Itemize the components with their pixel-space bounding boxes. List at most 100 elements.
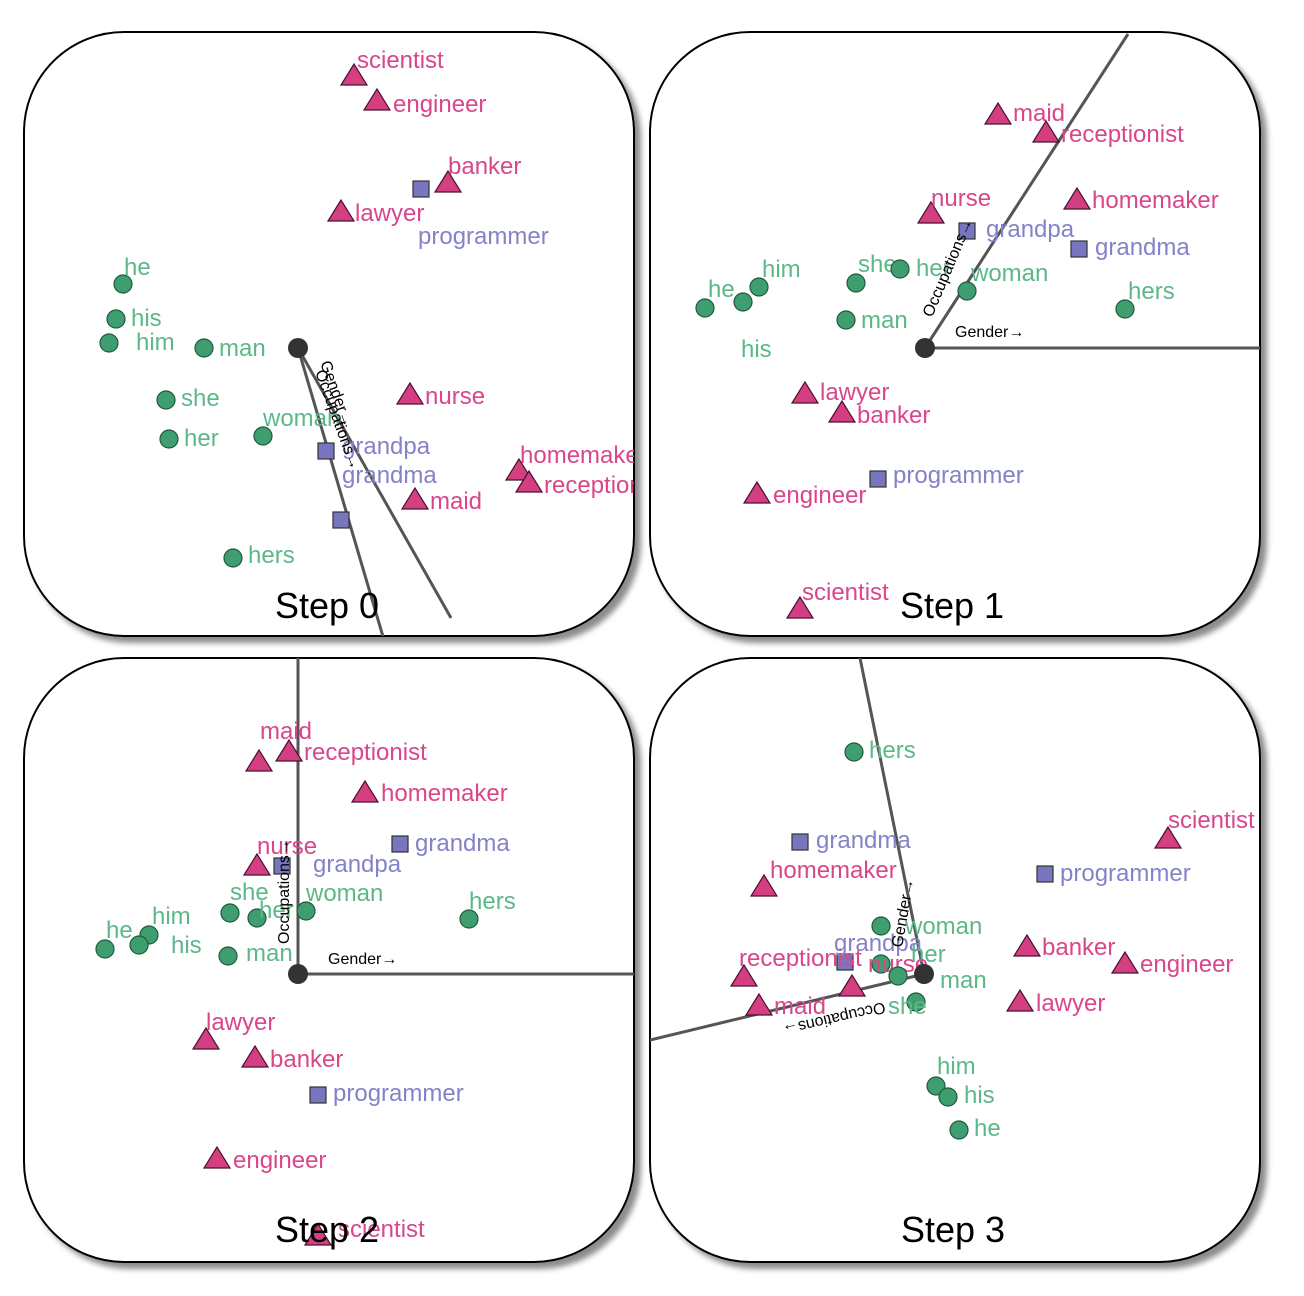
panel-frame (649, 31, 1261, 637)
point-receptionist-marker (274, 738, 304, 762)
point-grandpa-label: grandpa (986, 216, 1075, 243)
panel-step-3: hers grandma homemaker scientist programmer w… (649, 657, 1261, 1263)
point-hers-marker (459, 909, 479, 929)
point-grandpa-marker (317, 442, 335, 460)
point-engineer-marker (1110, 950, 1140, 974)
origin-point (915, 338, 935, 358)
point-scientist-marker (339, 62, 369, 86)
axis-arrow: → (342, 451, 363, 472)
point-banker-marker (1012, 933, 1042, 957)
point-he-marker (695, 298, 715, 318)
point-scientist-label: scientist (802, 579, 889, 606)
point-engineer-label: engineer (773, 482, 866, 509)
point-woman-marker (957, 281, 977, 301)
point-woman-marker (871, 916, 891, 936)
point-man-label: man (940, 967, 987, 994)
point-programmer-marker (309, 1086, 327, 1104)
point-engineer-marker (362, 87, 392, 111)
point-her-label: her (911, 941, 946, 968)
point-receptionist-label: receptionist (1061, 121, 1184, 148)
point-lawyer-marker (790, 380, 820, 404)
point-she-label: she (888, 993, 927, 1020)
point-lawyer-marker (191, 1026, 221, 1050)
point-his-label: his (131, 305, 162, 332)
step-title: Step 2 (275, 1209, 379, 1250)
point-scientist-label: scientist (357, 47, 444, 74)
point-he-label: he (106, 917, 133, 944)
point-nurse-marker (837, 973, 867, 997)
point-lawyer-label: lawyer (820, 379, 889, 406)
axis-arrow: → (781, 1018, 800, 1038)
point-woman-label: woman (305, 880, 383, 907)
point-his-marker (106, 309, 126, 329)
point-him-label: him (762, 256, 801, 283)
point-grandma-label: grandma (415, 830, 510, 857)
point-receptionist-marker (729, 963, 759, 987)
point-woman-label: woman (262, 405, 340, 432)
point-maid-label: maid (430, 488, 482, 515)
point-programmer-label: programmer (418, 223, 549, 250)
occupations-axis-label: Occupations→ (276, 839, 293, 944)
point-lawyer-marker (1005, 988, 1035, 1012)
point-banker-label: banker (270, 1046, 343, 1073)
panel-frame (23, 31, 635, 637)
axis-arrow: → (334, 409, 355, 430)
point-man-label: man (219, 335, 266, 362)
point-man-marker (194, 338, 214, 358)
point-he-label: he (124, 254, 151, 281)
point-homemaker-label: homemaker (1092, 187, 1219, 214)
gender-axis-label: Gender→ (955, 324, 1024, 341)
point-grandpa-label: grandpa (834, 930, 923, 957)
point-engineer-label: engineer (233, 1147, 326, 1174)
point-grandpa-label: grandpa (313, 851, 402, 878)
axis-arrow: → (955, 216, 977, 237)
point-grandma-marker (332, 511, 350, 529)
point-he-marker (949, 1120, 969, 1140)
point-his-marker (129, 935, 149, 955)
point-scientist-marker (785, 595, 815, 619)
point-grandma-marker (1070, 240, 1088, 258)
point-engineer-marker (202, 1145, 232, 1169)
point-receptionist-label: receptionist (304, 739, 427, 766)
occupations-axis-line (296, 347, 453, 619)
point-his-label: his (964, 1082, 995, 1109)
point-hers-marker (1115, 299, 1135, 319)
point-nurse-label: nurse (425, 383, 485, 410)
point-homemaker-label: homemaker (381, 780, 508, 807)
point-nurse-label: nurse (931, 185, 991, 212)
point-programmer-marker (1036, 865, 1054, 883)
point-woman-marker (296, 901, 316, 921)
point-him-label: him (937, 1053, 976, 1080)
point-grandpa-marker (273, 857, 291, 875)
point-engineer-label: engineer (393, 91, 486, 118)
point-nurse-marker (395, 381, 425, 405)
point-programmer-marker (412, 180, 430, 198)
point-nurse-marker (242, 852, 272, 876)
point-hers-label: hers (1128, 278, 1175, 305)
point-maid-label: maid (774, 993, 826, 1020)
point-him-label: him (136, 329, 175, 356)
point-banker-label: banker (448, 153, 521, 180)
point-nurse-label: nurse (257, 833, 317, 860)
point-hers-marker (223, 548, 243, 568)
point-man-marker (888, 966, 908, 986)
point-grandpa-marker (958, 222, 976, 240)
point-maid-marker (400, 486, 430, 510)
point-she-marker (156, 390, 176, 410)
step-title: Step 1 (900, 585, 1004, 626)
point-receptionist-marker (1031, 119, 1061, 143)
point-hers-marker (844, 742, 864, 762)
point-scientist-label: scientist (338, 1216, 425, 1243)
point-man-marker (218, 946, 238, 966)
step-title: Step 0 (275, 585, 379, 626)
point-maid-marker (983, 101, 1013, 125)
point-maid-label: maid (1013, 100, 1065, 127)
point-receptionist-label: receptionist (739, 945, 862, 972)
point-scientist-marker (303, 1222, 333, 1246)
point-her-marker (890, 259, 910, 279)
point-him-marker (926, 1076, 946, 1096)
axis-arrow: → (381, 951, 397, 968)
point-nurse-marker (916, 200, 946, 224)
